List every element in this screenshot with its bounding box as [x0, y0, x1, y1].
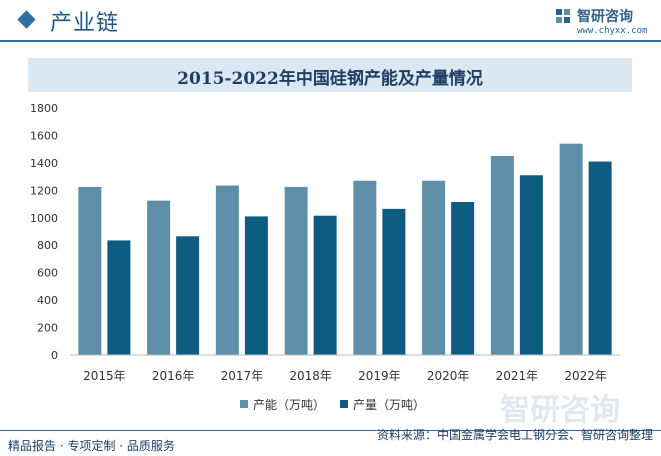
- legend-item-output: 产量（万吨）: [340, 396, 425, 413]
- y-tick-label: 0: [51, 349, 58, 362]
- x-tick-label: 2022年: [564, 369, 607, 383]
- y-tick-label: 1400: [30, 157, 58, 170]
- bar-output: [589, 162, 612, 355]
- legend-item-capacity: 产能（万吨）: [240, 396, 325, 413]
- bar-capacity: [78, 187, 101, 355]
- x-tick-label: 2018年: [289, 369, 332, 383]
- x-tick-label: 2015年: [83, 369, 126, 383]
- bars: [78, 144, 611, 355]
- bar-output: [382, 209, 405, 355]
- bar-output: [451, 202, 474, 355]
- y-tick-label: 400: [37, 294, 58, 307]
- bar-capacity: [353, 181, 376, 355]
- bar-capacity: [216, 186, 239, 355]
- y-tick-label: 800: [37, 239, 58, 252]
- x-tick-label: 2016年: [152, 369, 195, 383]
- y-tick-label: 1800: [30, 102, 58, 115]
- legend-swatch-output: [340, 400, 348, 408]
- legend-label-output: 产量（万吨）: [353, 398, 425, 412]
- bar-output: [520, 175, 543, 355]
- footer-tagline: 精品报告 · 专项定制 · 品质服务: [8, 437, 175, 454]
- bar-capacity: [491, 156, 514, 355]
- bar-output: [107, 240, 130, 355]
- bar-output: [176, 236, 199, 355]
- bar-capacity: [147, 201, 170, 355]
- bar-output: [314, 216, 337, 355]
- x-tick-label: 2021年: [496, 369, 539, 383]
- bar-capacity: [422, 181, 445, 355]
- legend-label-capacity: 产能（万吨）: [253, 398, 325, 412]
- y-tick-label: 1200: [30, 184, 58, 197]
- x-axis: 2015年 2016年 2017年 2018年 2019年 2020年 2021年 2022年: [83, 369, 607, 383]
- x-tick-label: 2017年: [221, 369, 264, 383]
- y-tick-label: 1600: [30, 129, 58, 142]
- x-tick-label: 2020年: [427, 369, 470, 383]
- y-tick-label: 600: [37, 267, 58, 280]
- bar-capacity: [285, 187, 308, 355]
- legend-swatch-capacity: [240, 400, 248, 408]
- footer-source: 资料来源：中国金属学会电工钢分会、智研咨询整理: [377, 426, 653, 443]
- bar-output: [245, 216, 268, 355]
- x-tick-label: 2019年: [358, 369, 401, 383]
- y-tick-label: 1000: [30, 212, 58, 225]
- y-tick-label: 200: [37, 322, 58, 335]
- bar-capacity: [560, 144, 583, 355]
- y-axis: 0 200 400 600 800 1000 1200 1400 1600 1800: [30, 102, 58, 362]
